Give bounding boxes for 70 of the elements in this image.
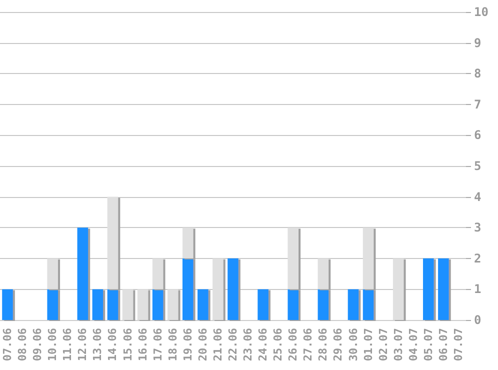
bar <box>182 228 194 258</box>
x-tick-label: 24.06 <box>256 328 270 362</box>
x-tick-label: 19.06 <box>181 328 194 362</box>
y-tick-label: 6 <box>474 128 482 142</box>
y-tick-label: 7 <box>474 97 482 112</box>
bar <box>288 228 299 290</box>
bar <box>212 258 224 320</box>
x-tick-label: 20.06 <box>196 328 210 362</box>
bar <box>152 289 164 320</box>
bar <box>348 289 359 320</box>
bar <box>318 289 329 320</box>
x-tick-label: 10.06 <box>46 328 60 362</box>
y-tick-label: 3 <box>474 220 482 235</box>
x-tick-label: 25.06 <box>272 328 285 362</box>
y-tick-label: 8 <box>474 66 482 81</box>
bar <box>182 258 194 320</box>
bar <box>392 258 404 320</box>
x-tick-label: 03.07 <box>392 328 405 362</box>
bar <box>107 289 118 320</box>
x-tick-label: 01.07 <box>362 328 375 362</box>
y-tick-label: 0 <box>474 313 482 327</box>
x-tick-label: 07.06 <box>1 328 14 362</box>
bar <box>438 258 449 320</box>
bar <box>137 289 148 320</box>
x-tick-label: 12.06 <box>76 328 90 362</box>
y-tick-label: 2 <box>474 251 482 266</box>
x-tick-label: 04.07 <box>406 328 420 362</box>
bar <box>122 289 134 320</box>
x-tick-label: 16.06 <box>136 328 150 362</box>
x-tick-label: 27.06 <box>302 328 315 362</box>
x-tick-label: 22.06 <box>226 328 240 362</box>
bar <box>2 289 13 320</box>
x-tick-label: 08.06 <box>16 328 30 362</box>
x-tick-label: 05.07 <box>422 328 435 362</box>
bar <box>318 258 329 290</box>
x-tick-label: 06.07 <box>436 328 450 362</box>
bar <box>228 258 238 320</box>
bar <box>167 289 178 320</box>
bar <box>258 289 268 320</box>
y-tick-label: 10 <box>474 5 488 19</box>
bar <box>47 258 58 290</box>
x-tick-label: 13.06 <box>91 328 104 362</box>
bar <box>92 289 104 320</box>
x-tick-label: 21.06 <box>211 328 224 362</box>
bar <box>198 289 208 320</box>
x-tick-label: 30.06 <box>346 328 360 362</box>
x-tick-label: 29.06 <box>332 328 345 362</box>
x-tick-label: 09.06 <box>31 328 44 362</box>
bar <box>77 228 88 320</box>
x-tick-label: 26.06 <box>286 328 300 362</box>
bar <box>362 228 374 290</box>
bar <box>107 196 118 290</box>
x-tick-label: 17.06 <box>151 328 164 362</box>
x-tick-label: 11.06 <box>61 328 74 362</box>
x-tick-label: 14.06 <box>106 328 120 362</box>
bar <box>47 289 58 320</box>
y-tick-label: 1 <box>474 282 482 296</box>
bar <box>423 258 434 320</box>
x-tick-label: 18.06 <box>166 328 180 362</box>
y-tick-label: 4 <box>474 190 482 204</box>
x-tick-label: 28.06 <box>316 328 330 362</box>
bar <box>288 289 299 320</box>
bar <box>152 258 164 290</box>
bar <box>362 289 374 320</box>
x-tick-label: 15.06 <box>121 328 134 362</box>
x-tick-label: 02.07 <box>376 328 390 362</box>
y-tick-label: 9 <box>474 36 482 50</box>
x-tick-label: 23.06 <box>242 328 255 362</box>
y-tick-label: 5 <box>474 159 482 173</box>
x-tick-label: 07.07 <box>452 328 465 362</box>
